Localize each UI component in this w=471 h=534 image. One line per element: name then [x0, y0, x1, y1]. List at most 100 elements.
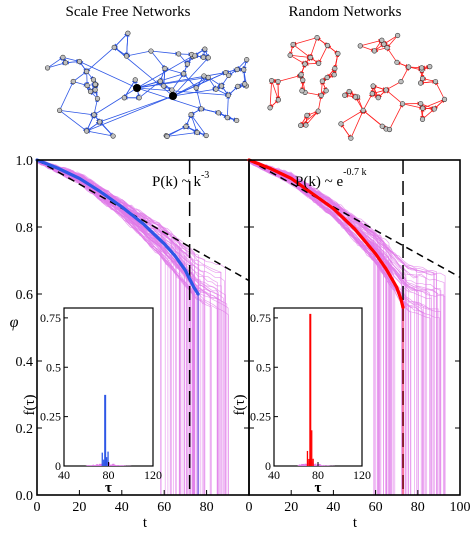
network-node — [121, 95, 127, 101]
network-node — [315, 108, 321, 114]
network-node — [369, 91, 375, 97]
network-edge — [123, 79, 136, 99]
network-node — [60, 54, 66, 60]
scale-free-distribution-label: P(k) ~ k-3 — [152, 170, 209, 190]
x-tick-label: 80 — [411, 500, 425, 515]
network-edge — [402, 103, 424, 110]
network-node — [346, 88, 352, 95]
run-curve — [36, 162, 212, 495]
network-edge — [300, 110, 319, 126]
network-edge — [59, 110, 88, 132]
network-node — [316, 60, 322, 66]
network-edge — [318, 45, 328, 64]
dashed-reference-line — [248, 159, 461, 278]
network-node — [318, 92, 324, 99]
network-edge — [362, 109, 383, 127]
network-node — [218, 83, 225, 89]
network-node — [91, 112, 97, 118]
network-edge — [172, 87, 217, 97]
y-tick-label: 0.2 — [16, 422, 34, 437]
x-tick-label: 40 — [115, 500, 129, 515]
random-plot: 0 20 40 60 80 100 P(k) ~ e-0.7 k t — [246, 158, 471, 531]
network-node — [395, 32, 401, 39]
annotation-exponent: -3 — [201, 170, 209, 181]
network-node — [267, 105, 273, 111]
network-node — [298, 72, 304, 78]
random-inset-histogram: 40 80 120 0 0.25 0.5 0.75 τ f(τ) — [232, 307, 371, 496]
network-node — [125, 30, 131, 36]
network-node — [193, 85, 199, 91]
inset-y-tick-label: 0.25 — [40, 410, 61, 424]
annotation-text: P(k) ~ k — [152, 174, 201, 190]
network-edge — [86, 47, 115, 72]
x-tick-label: 0 — [34, 500, 41, 515]
network-edge — [383, 35, 398, 45]
network-node — [324, 74, 330, 81]
inset-y-tick-label: 0.75 — [40, 311, 61, 325]
inset-y-tick-label: 0 — [55, 459, 61, 473]
network-node — [205, 55, 211, 61]
network-node — [148, 48, 154, 54]
network-node — [384, 45, 390, 51]
network-node — [224, 115, 230, 121]
network-node — [76, 58, 83, 65]
annotation-exponent: -0.7 k — [343, 167, 366, 178]
network-edge — [317, 94, 323, 112]
network-node — [338, 121, 344, 127]
inset-x-tick-label: 40 — [58, 468, 70, 482]
network-edge — [340, 110, 364, 125]
network-edge — [86, 95, 174, 132]
inset-x-tick-label: 120 — [144, 468, 162, 482]
network-node — [205, 74, 211, 80]
network-node — [136, 95, 142, 101]
network-edge — [78, 61, 138, 89]
network-node — [419, 65, 425, 71]
network-node — [381, 41, 387, 47]
inset-y-label: f(τ) — [232, 394, 248, 415]
network-node — [57, 107, 63, 114]
network-edge — [420, 103, 425, 120]
run-curve — [36, 160, 196, 495]
network-edge — [162, 67, 167, 87]
network-node — [241, 67, 247, 73]
network-node — [244, 57, 250, 63]
network-node — [324, 42, 331, 49]
annotation-text: P(k) ~ e — [295, 174, 343, 190]
network-node — [348, 135, 354, 141]
network-edge — [362, 93, 373, 111]
x-tick-label: 20 — [72, 500, 86, 515]
network-node — [287, 52, 293, 58]
network-node — [84, 68, 90, 75]
y-tick-label: 0.6 — [16, 288, 34, 303]
run-curve — [248, 159, 380, 495]
network-node — [215, 110, 222, 116]
network-node — [427, 64, 433, 70]
network-edge — [47, 56, 64, 69]
network-node — [319, 78, 325, 84]
inset-y-tick-label: 0.5 — [256, 360, 271, 374]
network-node — [314, 35, 320, 41]
network-edge — [435, 80, 445, 100]
network-node — [181, 71, 187, 77]
scale-free-network-diagram — [44, 30, 250, 140]
network-edge — [136, 71, 227, 89]
network-node — [188, 112, 194, 118]
network-edge — [99, 95, 174, 123]
network-edge — [190, 114, 207, 136]
network-edge — [386, 47, 398, 63]
network-edge — [86, 114, 95, 132]
network-edge — [138, 80, 161, 99]
mean-curve — [35, 158, 200, 296]
network-edge — [113, 32, 129, 48]
plot-frame — [248, 159, 461, 496]
network-edge — [389, 103, 403, 130]
network-node — [234, 66, 240, 73]
network-node — [194, 129, 200, 136]
network-node — [386, 126, 393, 133]
network-edge — [150, 50, 180, 56]
inset-x-tick-label: 80 — [103, 468, 115, 482]
network-node — [157, 78, 163, 84]
network-node — [394, 59, 400, 65]
network-node — [323, 88, 329, 94]
network-edge — [172, 57, 209, 97]
